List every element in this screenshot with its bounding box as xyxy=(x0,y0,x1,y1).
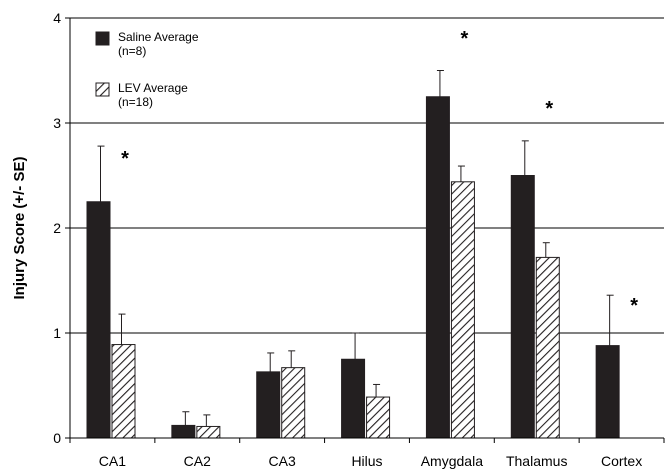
x-tick-label: Cortex xyxy=(601,453,642,469)
saline-bar-ca1 xyxy=(86,201,111,439)
axes xyxy=(65,17,665,443)
error-bar xyxy=(521,140,529,176)
legend-n-label: (n=18) xyxy=(118,95,153,109)
y-axis-title: Injury Score (+/- SE) xyxy=(11,157,28,300)
lev-bar-ca3 xyxy=(281,367,306,439)
x-tick-label: Thalamus xyxy=(506,453,567,469)
saline-bar-hilus xyxy=(341,358,366,439)
lev-bar-ca2 xyxy=(196,425,221,439)
error-bar xyxy=(97,145,105,202)
lev-bar-amygdala xyxy=(450,181,475,439)
saline-bar-ca2 xyxy=(171,424,196,439)
legend-label: LEV Average xyxy=(118,81,188,95)
x-tick-label: Hilus xyxy=(351,453,382,469)
error-bar xyxy=(182,411,190,426)
error-bar xyxy=(436,70,444,97)
saline-bar-ca3 xyxy=(256,371,281,439)
legend-n-label: (n=8) xyxy=(118,44,146,58)
x-tick-label: CA2 xyxy=(184,453,211,469)
error-bar xyxy=(457,165,465,182)
error-bar xyxy=(118,313,126,345)
legend-swatch-saline xyxy=(95,31,110,46)
gridlines xyxy=(70,17,664,334)
significance-marker: * xyxy=(121,148,129,170)
saline-bar-amygdala xyxy=(425,96,450,439)
x-tick-label: Amygdala xyxy=(421,453,483,469)
y-tick-label: 4 xyxy=(53,10,61,26)
x-tick-label: CA3 xyxy=(269,453,296,469)
y-tick-label: 0 xyxy=(53,430,61,446)
significance-marker: * xyxy=(545,98,553,120)
error-bar xyxy=(373,383,381,398)
legend: Saline Average(n=8) LEV Average(n=18) xyxy=(95,30,199,109)
bars xyxy=(86,70,620,439)
y-tick-label: 2 xyxy=(53,220,61,236)
error-bar xyxy=(542,242,550,258)
lev-bar-thalamus xyxy=(535,256,560,439)
error-bar xyxy=(352,332,360,360)
x-tick-label: CA1 xyxy=(99,453,126,469)
significance-marker: * xyxy=(630,295,638,317)
lev-bar-ca1 xyxy=(111,344,136,439)
error-bar xyxy=(606,294,614,346)
error-bar xyxy=(288,350,296,368)
lev-bar-hilus xyxy=(366,396,391,439)
legend-swatch-lev xyxy=(95,82,110,97)
error-bar xyxy=(267,352,275,372)
y-tick-label: 3 xyxy=(53,115,61,131)
error-bar xyxy=(203,414,211,427)
significance-marker: * xyxy=(461,28,469,50)
legend-label: Saline Average xyxy=(118,30,199,44)
labels: 0 1 2 3 4 CA1 CA2 CA3 Hilus Amygdala Thalamus Corte… xyxy=(53,10,642,469)
y-tick-label: 1 xyxy=(53,325,61,341)
saline-bar-thalamus xyxy=(510,175,535,439)
saline-bar-cortex xyxy=(595,345,620,439)
